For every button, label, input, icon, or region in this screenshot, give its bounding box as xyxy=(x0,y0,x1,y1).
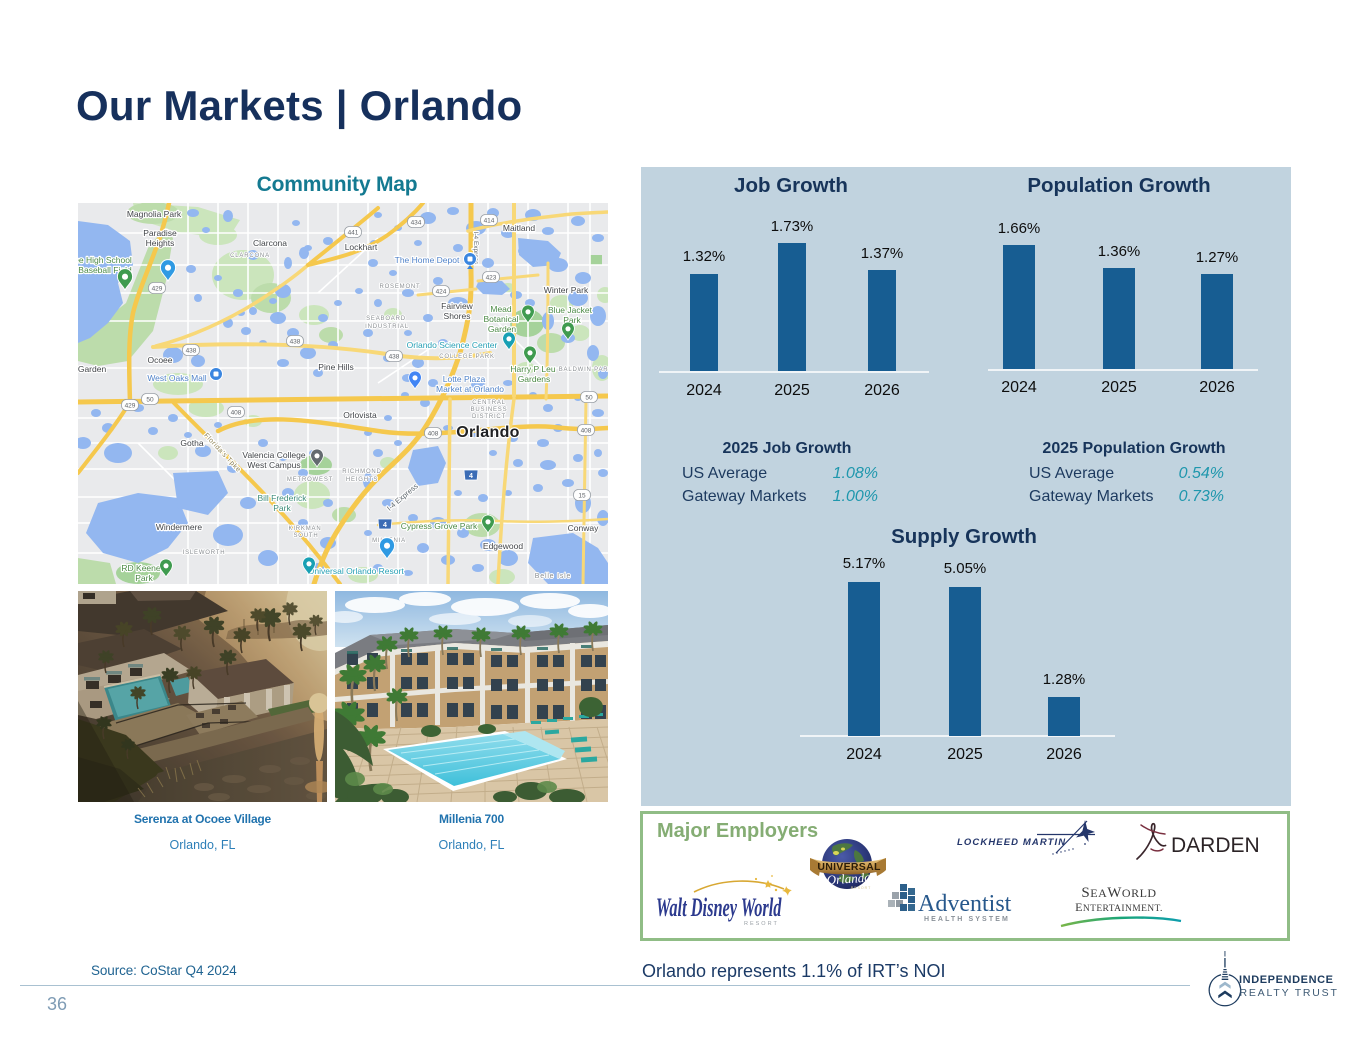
svg-text:15: 15 xyxy=(578,493,586,500)
svg-text:Orlando: Orlando xyxy=(826,869,871,887)
svg-text:INDEPENDENCE: INDEPENDENCE xyxy=(1239,974,1334,986)
svg-text:Lotte Plaza: Lotte Plaza xyxy=(443,374,486,384)
svg-text:Lockhart: Lockhart xyxy=(345,242,378,252)
svg-text:COLLEGE PARK: COLLEGE PARK xyxy=(439,354,495,360)
svg-text:The Home Depot: The Home Depot xyxy=(395,255,460,265)
svg-text:Walt Disney World: Walt Disney World xyxy=(656,893,782,922)
svg-text:Gotha: Gotha xyxy=(180,438,203,448)
svg-text:CLARCONA: CLARCONA xyxy=(230,253,270,259)
svg-text:423: 423 xyxy=(486,275,497,282)
svg-text:ROSEMONT: ROSEMONT xyxy=(379,284,420,290)
svg-text:SEAWORLD: SEAWORLD xyxy=(1081,885,1156,901)
svg-text:Orlando Science Center: Orlando Science Center xyxy=(407,340,498,350)
svg-text:Orlando: Orlando xyxy=(456,424,519,441)
svg-text:414: 414 xyxy=(484,218,495,225)
svg-text:Orlovista: Orlovista xyxy=(343,410,377,420)
svg-text:BUSINESS: BUSINESS xyxy=(471,407,508,413)
svg-text:Belle Isle: Belle Isle xyxy=(535,573,571,580)
svg-text:429: 429 xyxy=(152,286,163,293)
svg-text:RESORT: RESORT xyxy=(851,886,872,890)
svg-text:HEALTH SYSTEM: HEALTH SYSTEM xyxy=(924,916,1010,923)
svg-text:441: 441 xyxy=(348,230,359,237)
svg-text:REALTY TRUST: REALTY TRUST xyxy=(1240,987,1339,999)
svg-text:Conway: Conway xyxy=(568,523,599,533)
svg-text:SEABOARD: SEABOARD xyxy=(366,316,406,322)
svg-text:408: 408 xyxy=(581,428,592,435)
svg-text:Botanical: Botanical xyxy=(484,314,519,324)
svg-text:438: 438 xyxy=(290,339,301,346)
svg-text:RESORT: RESORT xyxy=(744,921,779,927)
svg-text:Cypress Grove Park: Cypress Grove Park xyxy=(401,521,478,531)
svg-text:408: 408 xyxy=(231,410,242,417)
svg-text:ENTERTAINMENT.: ENTERTAINMENT. xyxy=(1075,900,1163,914)
svg-text:438: 438 xyxy=(389,354,400,361)
svg-text:CENTRAL: CENTRAL xyxy=(472,400,506,406)
svg-text:DARDEN: DARDEN xyxy=(1171,834,1260,857)
svg-text:424: 424 xyxy=(436,289,447,296)
svg-text:INDUSTRIAL: INDUSTRIAL xyxy=(365,324,409,330)
svg-text:408: 408 xyxy=(428,431,439,438)
svg-text:Winter Park: Winter Park xyxy=(544,285,589,295)
svg-text:DISTRICT: DISTRICT xyxy=(472,414,506,420)
svg-text:Blue Jacket: Blue Jacket xyxy=(548,305,593,315)
svg-text:Edgewood: Edgewood xyxy=(483,541,523,551)
svg-text:429: 429 xyxy=(125,403,136,410)
svg-text:Windermere: Windermere xyxy=(156,522,203,532)
svg-text:ISLEWORTH: ISLEWORTH xyxy=(183,550,226,556)
svg-text:Clarcona: Clarcona xyxy=(253,238,287,248)
svg-text:Universal Orlando Resort: Universal Orlando Resort xyxy=(308,566,404,576)
svg-text:SOUTH: SOUTH xyxy=(294,533,319,539)
svg-text:Shores: Shores xyxy=(444,311,471,321)
svg-text:4: 4 xyxy=(383,522,387,529)
svg-text:Fairview: Fairview xyxy=(441,301,474,311)
svg-text:4: 4 xyxy=(469,473,473,480)
svg-text:KIRKMAN: KIRKMAN xyxy=(289,526,322,532)
svg-text:Park: Park xyxy=(273,503,291,513)
svg-text:Adventist: Adventist xyxy=(918,891,1012,917)
svg-text:Gardens: Gardens xyxy=(518,374,551,384)
svg-text:RD Keene: RD Keene xyxy=(121,563,160,573)
svg-text:Park: Park xyxy=(135,573,153,583)
svg-text:50: 50 xyxy=(585,395,593,402)
svg-text:West Campus: West Campus xyxy=(247,460,300,470)
svg-text:LOCKHEED MARTIN: LOCKHEED MARTIN xyxy=(957,837,1066,848)
svg-text:Paradise: Paradise xyxy=(143,228,177,238)
svg-text:BALDWIN PARK: BALDWIN PARK xyxy=(559,367,608,373)
svg-text:Pine Hills: Pine Hills xyxy=(318,362,353,372)
svg-text:Market at Orlando: Market at Orlando xyxy=(436,384,504,394)
svg-text:METROWEST: METROWEST xyxy=(287,477,333,483)
svg-text:West Oaks Mall: West Oaks Mall xyxy=(147,373,206,383)
svg-text:Valencia College: Valencia College xyxy=(242,450,305,460)
svg-text:438: 438 xyxy=(186,348,197,355)
svg-text:Garden: Garden xyxy=(78,364,106,374)
svg-text:Magnolia Park: Magnolia Park xyxy=(127,209,182,219)
svg-text:434: 434 xyxy=(411,220,422,227)
svg-text:Bill Frederick: Bill Frederick xyxy=(257,493,307,503)
svg-text:Ocoee: Ocoee xyxy=(147,355,172,365)
svg-text:ee High School: ee High School xyxy=(78,255,132,265)
svg-text:Heights: Heights xyxy=(146,238,175,248)
svg-text:50: 50 xyxy=(146,397,154,404)
svg-text:I-4 Express: I-4 Express xyxy=(472,232,479,266)
svg-text:Harry P Leu: Harry P Leu xyxy=(510,364,555,374)
svg-text:Maitland: Maitland xyxy=(503,223,535,233)
svg-text:Mead: Mead xyxy=(490,304,512,314)
svg-text:RICHMOND: RICHMOND xyxy=(342,469,381,475)
svg-text:HEIGHTS: HEIGHTS xyxy=(346,477,378,483)
svg-text:UNIVERSAL: UNIVERSAL xyxy=(817,861,881,873)
